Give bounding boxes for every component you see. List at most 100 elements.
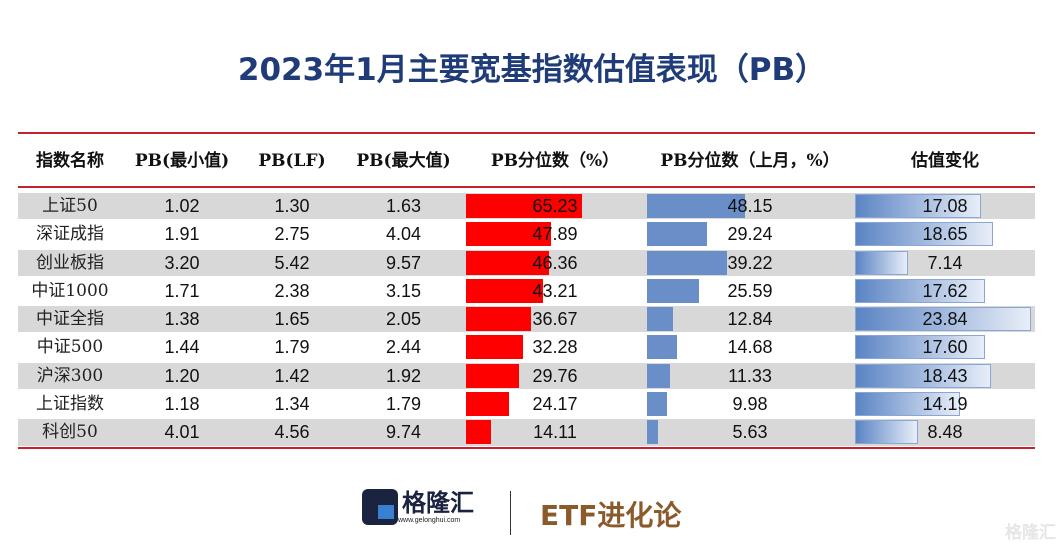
cell-last: 5.63 [732,422,768,443]
cell-min: 1.18 [164,394,200,415]
watermark: 格隆汇 [1005,523,1056,542]
column-header: PB分位数（%） [490,151,620,171]
cell-pct: 46.36 [532,252,578,273]
column-header: PB(LF) [258,151,326,171]
table-header: 指数名称 PB(最小值) PB(LF) PB(最大值) PB分位数（%） PB分位数（上月… [18,135,1035,187]
cell-min: 4.01 [164,422,200,443]
cell-last: 48.15 [727,196,773,216]
cell-lf: 4.56 [274,422,310,443]
table-row: 创业板指 3.20 5.42 9.57 46.36 39.22 7.14 [18,249,1035,277]
percentile-bar [466,222,552,247]
cell-name: 上证指数 [36,394,104,415]
change-bar [855,278,986,303]
last-month-bar [647,194,746,218]
change-bar [855,392,960,417]
cell-min: 1.44 [164,337,200,358]
last-month-bar [647,222,707,247]
table-row: 中证500 1.44 1.79 2.44 32.28 14.68 17.60 [18,333,1035,361]
cell-max: 4.04 [385,224,422,245]
top-rule [18,132,1035,134]
last-month-bar [647,250,727,275]
cell-pct: 43.21 [532,280,578,301]
table-row: 中证1000 1.71 2.38 3.15 43.21 25.59 17.62 [18,277,1035,305]
change-bar [855,335,986,360]
cell-max: 1.92 [385,365,422,386]
header-rule [18,186,1035,188]
cell-last: 14.68 [727,337,773,358]
cell-pct: 24.17 [532,394,578,415]
table-row: 上证50 1.02 1.30 1.63 65.23 48.15 17.08 [18,192,1035,220]
cell-pct: 14.11 [533,422,577,443]
cell-name: 沪深300 [36,365,104,386]
table-body: 上证50 1.02 1.30 1.63 65.23 48.15 17.08 深证成指 1.91 2… [18,192,1035,447]
cell-min: 1.91 [164,224,200,245]
percentile-bar [466,307,532,332]
brand-name: 格隆汇 [402,489,474,517]
change-bar [855,420,918,445]
cell-last: 9.98 [732,394,768,415]
cell-change: 7.14 [927,252,963,273]
cell-max: 2.05 [385,309,422,330]
cell-name: 创业板指 [36,252,104,273]
table-row: 深证成指 1.91 2.75 4.04 47.89 29.24 18.65 [18,220,1035,248]
cell-last: 39.22 [727,252,773,273]
cell-lf: 1.42 [274,365,310,386]
footer-divider [510,491,511,535]
cell-change: 18.43 [922,365,968,386]
last-month-bar [647,392,668,417]
cell-change: 17.60 [922,337,968,358]
column-header: PB(最大值) [356,151,451,171]
column-header: PB(最小值) [134,151,230,171]
cell-max: 2.44 [385,337,422,358]
percentile-bar [466,392,510,417]
cell-change: 14.19 [922,394,968,415]
cell-name: 深证成指 [36,224,104,245]
cell-min: 3.20 [164,252,200,273]
last-month-bar [647,307,674,332]
cell-name: 中证1000 [31,280,109,301]
gelonghui-logo: 格隆汇 www.gelonghui.com [362,489,474,525]
cell-last: 25.59 [727,280,773,301]
cell-max: 3.15 [385,280,422,301]
cell-lf: 2.75 [274,224,310,245]
logo-g-icon [362,489,398,525]
cell-name: 上证50 [42,196,98,216]
last-month-bar [647,335,677,360]
cell-change: 17.08 [922,196,968,216]
cell-lf: 5.42 [274,252,310,273]
bottom-rule [18,447,1035,449]
cell-pct: 36.67 [532,309,578,330]
column-header: 估值变化 [911,151,979,171]
cell-pct: 29.76 [532,365,578,386]
cell-name: 中证全指 [36,309,104,330]
cell-change: 8.48 [927,422,963,443]
cell-max: 1.63 [385,196,422,216]
cell-name: 中证500 [36,337,104,358]
cell-last: 12.84 [727,309,773,330]
percentile-bar [466,335,524,360]
change-bar [855,307,1032,332]
cell-min: 1.02 [164,196,200,216]
cell-pct: 32.28 [532,337,578,358]
cell-min: 1.71 [164,280,200,301]
cell-lf: 2.38 [274,280,310,301]
cell-min: 1.20 [164,365,200,386]
column-header: 指数名称 [36,151,104,171]
change-bar [855,250,908,275]
page-title: 2023年1月主要宽基指数估值表现（PB） [237,52,827,88]
cell-lf: 1.79 [274,337,310,358]
last-month-bar [647,278,700,303]
change-bar [855,363,992,388]
last-month-bar [647,420,659,445]
brand-url: www.gelonghui.com [398,516,461,524]
cell-lf: 1.34 [274,394,310,415]
cell-lf: 1.65 [274,309,310,330]
percentile-bar [466,194,583,218]
cell-name: 科创50 [42,422,98,443]
table-row: 中证全指 1.38 1.65 2.05 36.67 12.84 23.84 [18,305,1035,333]
change-bar [855,194,982,218]
cell-pct: 65.23 [532,196,578,216]
cell-change: 18.65 [922,224,968,245]
cell-last: 11.33 [728,365,772,386]
column-header: PB分位数（上月，%） [660,151,840,171]
